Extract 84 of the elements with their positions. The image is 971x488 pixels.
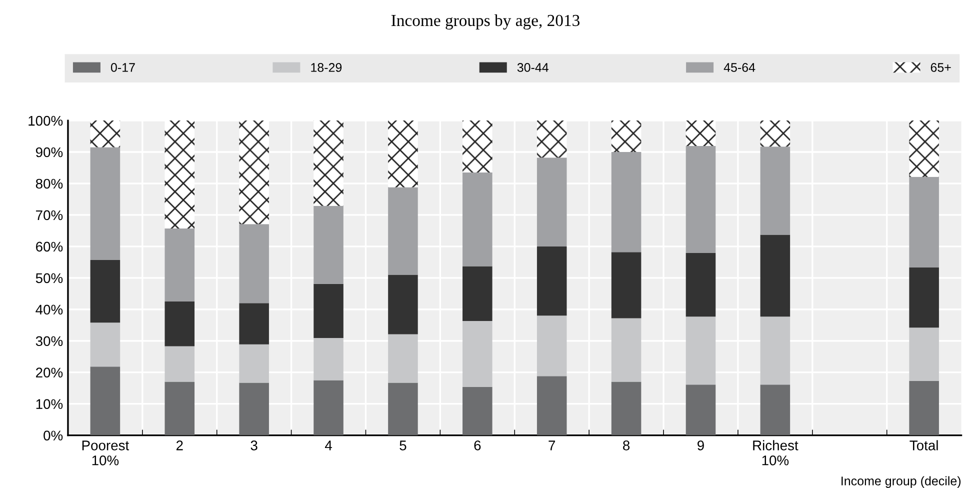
bar [164, 228, 195, 302]
bar [760, 316, 790, 385]
y-tick-label: 80% [36, 178, 63, 189]
bar [388, 334, 418, 383]
x-tick-label: 5 [400, 440, 406, 450]
bar [314, 338, 344, 380]
bar [536, 376, 567, 436]
x-tick-label: 9 [698, 440, 704, 450]
x-tick-label: 3 [250, 440, 258, 450]
bar [462, 172, 492, 266]
bar [164, 120, 195, 228]
x-axis-title: Income group (decile) [842, 476, 961, 488]
bar [388, 382, 418, 436]
bar [686, 384, 716, 436]
bar [90, 366, 120, 436]
bar [909, 120, 939, 177]
bar [909, 380, 939, 436]
bar [239, 224, 269, 304]
bar [686, 316, 716, 385]
chart-title: Income groups by age, 2013 [391, 14, 580, 30]
legend-label: 30-44 [517, 63, 548, 72]
y-tick-label: 30% [36, 336, 63, 346]
x-tick-label: Total [910, 440, 938, 450]
bar [164, 382, 195, 436]
bar [611, 120, 642, 152]
bar [462, 321, 492, 387]
bar [611, 152, 642, 252]
bar [462, 120, 492, 172]
y-tick-label: 0% [44, 430, 63, 440]
legend-label: 45-64 [724, 63, 756, 72]
bar [239, 382, 269, 436]
bar [314, 206, 344, 284]
bar [686, 120, 716, 146]
x-tick-label: 4 [324, 440, 332, 450]
bar [90, 147, 120, 260]
bar [686, 146, 716, 254]
bar [760, 146, 790, 235]
bar [536, 120, 567, 158]
x-tick-label: 8 [623, 440, 630, 450]
y-tick-label: 100% [28, 116, 63, 126]
bar [909, 176, 939, 268]
y-tick-label: 10% [36, 399, 63, 409]
bar [239, 120, 269, 224]
bar [239, 344, 269, 383]
bar [611, 318, 642, 382]
legend-label: 0-17 [110, 63, 135, 72]
x-tick-label: Poorest 10% [82, 440, 130, 466]
y-tick-label: 60% [36, 242, 63, 252]
bar [909, 328, 939, 381]
bar [239, 303, 269, 344]
bar [314, 284, 344, 338]
bar [760, 234, 790, 317]
legend-label: 65+ [930, 63, 951, 72]
bar [164, 302, 195, 346]
bar [760, 120, 790, 147]
bar [909, 268, 939, 328]
x-tick-label: 6 [474, 440, 481, 450]
bar [90, 322, 120, 367]
bar [90, 260, 120, 323]
bar [536, 316, 567, 376]
bar [686, 253, 716, 317]
y-tick-label: 70% [36, 210, 63, 220]
y-tick-label: 50% [36, 273, 63, 284]
bar [314, 380, 344, 436]
x-tick-label: Richest 10% [753, 440, 798, 466]
y-tick-label: 90% [36, 147, 63, 158]
bar [536, 158, 567, 246]
bar [90, 120, 120, 148]
bar [388, 274, 418, 334]
bar [388, 120, 418, 188]
bar [611, 382, 642, 436]
bar [760, 384, 790, 436]
bar [388, 187, 418, 275]
bar [536, 246, 567, 316]
legend-label: 18-29 [311, 63, 342, 72]
y-tick-label: 20% [36, 368, 63, 378]
bar [462, 386, 492, 436]
x-tick-label: 2 [176, 440, 183, 450]
bar [462, 266, 492, 322]
bar [164, 346, 195, 382]
bar [314, 120, 344, 206]
y-tick-label: 40% [36, 304, 63, 315]
x-tick-label: 7 [548, 440, 556, 450]
bar [611, 252, 642, 318]
